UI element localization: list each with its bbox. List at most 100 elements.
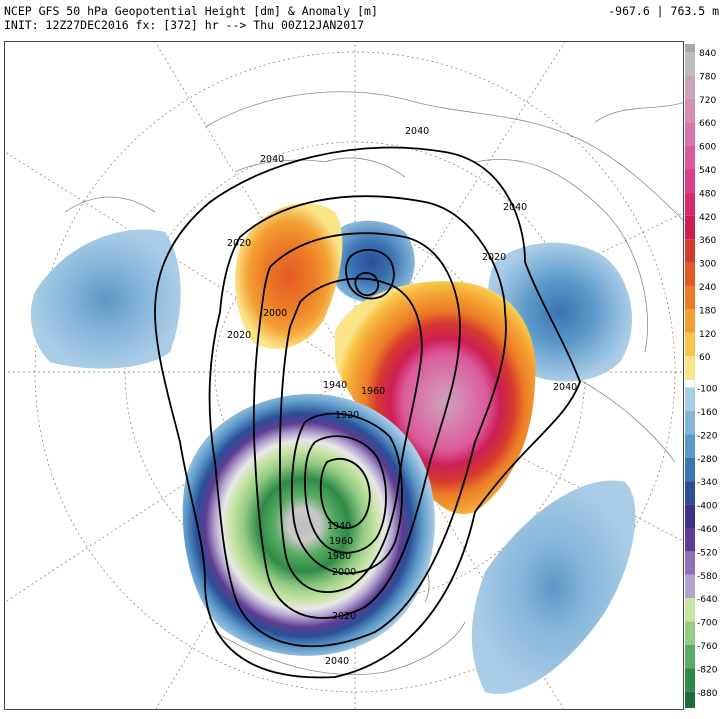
colorbar-swatch <box>685 528 695 552</box>
colorbar-swatch <box>685 286 695 310</box>
geopotential-height-contours <box>154 146 581 679</box>
colorbar-tick-label: -580 <box>697 572 718 582</box>
polar-stereographic-map: 2040 2040 2040 2040 2040 2020 2020 2020 … <box>4 41 684 710</box>
contour-1920 <box>319 458 371 529</box>
anomaly-shading <box>30 203 636 694</box>
colorbar-tick-label: -220 <box>697 431 718 441</box>
colorbar-tick-label: -100 <box>697 385 718 395</box>
contour-label: 2020 <box>482 252 506 263</box>
colorbar-swatch <box>685 332 695 357</box>
anomaly-colorbar: 840 780 720 660 600 540 480 420 360 300 240 180 120 6… <box>685 44 718 708</box>
colorbar-swatch <box>685 215 695 240</box>
colorbar-tick-label: -460 <box>697 525 718 535</box>
colorbar-tick-label: 360 <box>699 236 716 246</box>
colorbar-swatch <box>685 122 695 146</box>
colorbar-tick-label: -760 <box>697 642 718 652</box>
contour-2020 <box>208 195 507 648</box>
colorbar-tick-label: -880 <box>697 689 718 699</box>
colorbar-swatch <box>685 75 695 99</box>
init-forecast-time: INIT: 12Z27DEC2016 fx: [372] hr --> Thu … <box>4 18 365 32</box>
contour-label: 1960 <box>329 536 353 547</box>
contour-2040 <box>154 146 581 679</box>
contour-label: 1920 <box>335 410 359 421</box>
colorbar-swatch <box>685 192 695 216</box>
contour-1980 <box>279 277 423 593</box>
contour-label: 2040 <box>503 202 527 213</box>
colorbar-tick-label: -400 <box>697 502 718 512</box>
colorbar-swatches <box>685 44 696 708</box>
colorbar-tick-label: 180 <box>699 306 716 316</box>
colorbar-swatch <box>685 668 695 692</box>
colorbar-tick-label: -160 <box>697 408 718 418</box>
colorbar-tick-label: 480 <box>699 189 716 199</box>
contour-2000 <box>252 232 461 619</box>
colorbar-swatch <box>685 434 695 458</box>
colorbar-tick-label: -280 <box>697 455 718 465</box>
colorbar-tick-label: 540 <box>699 166 716 176</box>
contour-label: 1960 <box>361 386 385 397</box>
eurasia-positive-anomaly <box>335 281 536 514</box>
contour-label: 1940 <box>323 380 347 391</box>
colorbar-swatch <box>685 98 695 123</box>
colorbar-tick-label: 420 <box>699 213 716 223</box>
colorbar-tick-label: 660 <box>699 119 716 129</box>
colorbar-swatch <box>685 356 695 380</box>
colorbar-swatch <box>685 598 695 622</box>
colorbar-swatch <box>685 574 695 599</box>
colorbar-swatch <box>685 645 695 669</box>
colorbar-swatch <box>685 309 695 333</box>
colorbar-tick-label: -340 <box>697 478 718 488</box>
colorbar-swatch <box>685 239 695 263</box>
contour-arctic-closed <box>345 248 395 300</box>
contour-1940 <box>304 435 387 554</box>
contour-label: 2040 <box>405 126 429 137</box>
west-positive-anomaly <box>234 203 343 349</box>
colorbar-swatch <box>685 44 695 52</box>
contour-label: 2040 <box>260 154 284 165</box>
colorbar-tick-label: 840 <box>699 49 716 59</box>
colorbar-tick-label: -520 <box>697 548 718 558</box>
colorbar-swatch <box>685 145 695 169</box>
colorbar-swatch <box>685 52 695 76</box>
colorbar-tick-label: 120 <box>699 330 716 340</box>
contour-label: 2020 <box>227 238 251 249</box>
map-header: NCEP GFS 50 hPa Geopotential Height [dm]… <box>4 0 723 36</box>
colorbar-swatch <box>685 387 695 411</box>
contour-label: 2000 <box>263 308 287 319</box>
pacific-negative-anomaly <box>30 229 181 369</box>
colorbar-tick-label: -640 <box>697 595 718 605</box>
map-title: NCEP GFS 50 hPa Geopotential Height [dm]… <box>4 4 378 18</box>
colorbar-swatch <box>685 411 695 435</box>
colorbar-swatch <box>685 621 695 645</box>
contour-label: 2020 <box>227 330 251 341</box>
contour-arctic-closed-inner <box>354 271 380 297</box>
colorbar-tick-label: 600 <box>699 143 716 153</box>
colorbar-tick-label: -700 <box>697 619 718 629</box>
map-canvas: 2040 2040 2040 2040 2040 2020 2020 2020 … <box>5 42 683 709</box>
colorbar-tick-labels: 840 780 720 660 600 540 480 420 360 300 240 180 120 6… <box>697 49 718 699</box>
contour-label: 2000 <box>332 567 356 578</box>
colorbar-neutral-swatch <box>685 379 696 388</box>
colorbar-swatch <box>685 481 695 505</box>
colorbar-swatch <box>685 169 695 193</box>
contour-label: 2040 <box>553 382 577 393</box>
colorbar-swatch <box>685 551 695 575</box>
contour-label: 1980 <box>327 551 351 562</box>
colorbar-swatch <box>685 691 695 708</box>
contour-label: 1940 <box>327 521 351 532</box>
colorbar-swatch <box>685 504 695 528</box>
contour-1960 <box>291 412 403 575</box>
colorbar-swatch <box>685 262 695 286</box>
anomaly-range: -967.6 | 763.5 m <box>608 4 719 18</box>
atlantic-negative-anomaly <box>471 480 636 694</box>
contour-label: 2040 <box>325 656 349 667</box>
contour-label: 2020 <box>332 611 356 622</box>
colorbar-tick-label: 780 <box>699 72 716 82</box>
colorbar-swatch <box>685 457 695 482</box>
north-america-negative-anomaly <box>182 393 435 656</box>
colorbar-tick-label: 720 <box>699 96 716 106</box>
colorbar-tick-label: 240 <box>699 283 716 293</box>
colorbar-tick-label: 60 <box>699 353 711 363</box>
contour-labels: 2040 2040 2040 2040 2040 2020 2020 2020 … <box>227 126 577 667</box>
colorbar-tick-label: -820 <box>697 665 718 675</box>
